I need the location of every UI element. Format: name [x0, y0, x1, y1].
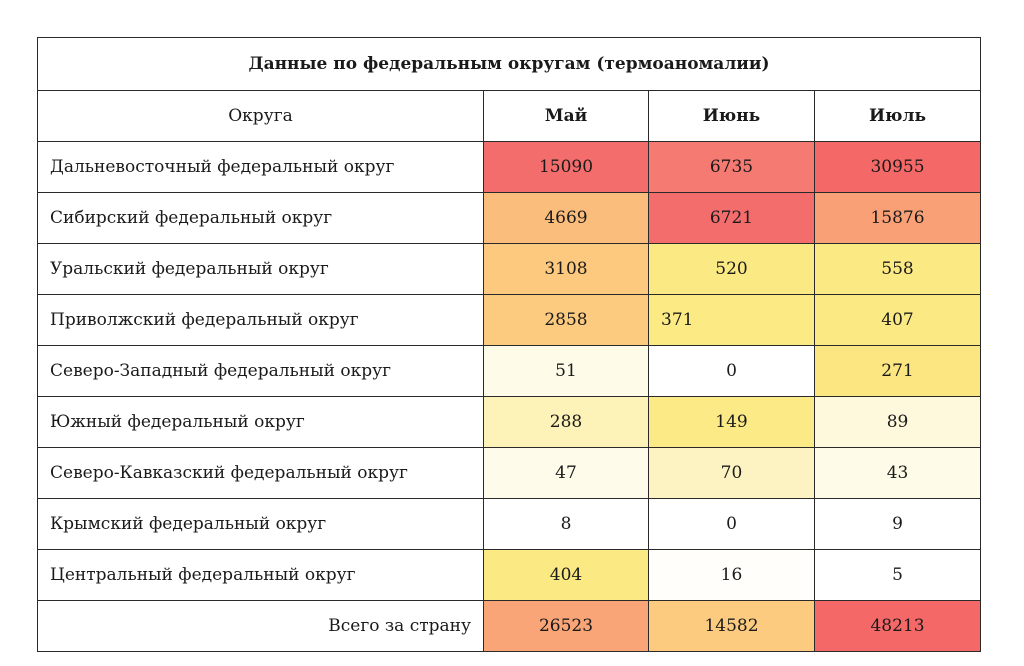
- header-row: Округа Май Июнь Июль: [37, 90, 982, 142]
- value-cell: 43: [813, 447, 982, 499]
- value-cell: 288: [483, 396, 649, 448]
- value-cell: 47: [483, 447, 649, 499]
- value-cell: 51: [483, 345, 649, 397]
- header-june: Июнь: [648, 90, 815, 142]
- header-district: Округа: [37, 90, 484, 142]
- table-row: Центральный федеральный округ 404 16 5: [37, 549, 982, 601]
- district-name: Северо-Западный федеральный округ: [37, 345, 484, 397]
- thermal-anomalies-table: Данные по федеральным округам (термоаном…: [36, 37, 982, 652]
- district-name: Северо-Кавказский федеральный округ: [37, 447, 484, 499]
- value-cell: 8: [483, 498, 649, 550]
- value-cell: 0: [648, 498, 815, 550]
- value-cell: 2858: [483, 294, 649, 346]
- value-cell: 30955: [813, 141, 982, 193]
- value-cell: 558: [813, 243, 982, 295]
- value-cell: 89: [813, 396, 982, 448]
- district-name: Сибирский федеральный округ: [37, 192, 484, 244]
- value-cell: 9: [813, 498, 982, 550]
- district-name: Крымский федеральный округ: [37, 498, 484, 550]
- value-cell: 5: [813, 549, 982, 601]
- district-name: Дальневосточный федеральный округ: [37, 141, 484, 193]
- value-cell: 6721: [648, 192, 815, 244]
- district-name: Центральный федеральный округ: [37, 549, 484, 601]
- total-label: Всего за страну: [37, 600, 484, 652]
- table-row: Сибирский федеральный округ 4669 6721 15876: [37, 192, 982, 244]
- district-name: Южный федеральный округ: [37, 396, 484, 448]
- value-cell: 0: [648, 345, 815, 397]
- district-name: Приволжский федеральный округ: [37, 294, 484, 346]
- table-row: Дальневосточный федеральный округ 15090 67…: [37, 141, 982, 193]
- header-may: Май: [483, 90, 649, 142]
- total-value-cell: 26523: [483, 600, 649, 652]
- table-row: Уральский федеральный округ 3108 520 558: [37, 243, 982, 295]
- table-row: Северо-Западный федеральный округ 51 0 271: [37, 345, 982, 397]
- total-row: Всего за страну 26523 14582 48213: [37, 600, 982, 652]
- value-cell: 15876: [813, 192, 982, 244]
- table-row: Южный федеральный округ 288 149 89: [37, 396, 982, 448]
- value-cell: 371: [648, 294, 815, 346]
- header-july: Июль: [813, 90, 982, 142]
- value-cell: 520: [648, 243, 815, 295]
- value-cell: 6735: [648, 141, 815, 193]
- value-cell: 407: [813, 294, 982, 346]
- table-row: Крымский федеральный округ 8 0 9: [37, 498, 982, 550]
- table-title: Данные по федеральным округам (термоаном…: [36, 37, 982, 91]
- value-cell: 271: [813, 345, 982, 397]
- table-row: Приволжский федеральный округ 2858 371 407: [37, 294, 982, 346]
- value-cell: 3108: [483, 243, 649, 295]
- data-table-container: Данные по федеральным округам (термоаном…: [36, 37, 982, 652]
- value-cell: 15090: [483, 141, 649, 193]
- value-cell: 70: [648, 447, 815, 499]
- table-row: Северо-Кавказский федеральный округ 47 70 4…: [37, 447, 982, 499]
- value-cell: 4669: [483, 192, 649, 244]
- value-cell: 149: [648, 396, 815, 448]
- total-value-cell: 48213: [813, 600, 982, 652]
- value-cell: 16: [648, 549, 815, 601]
- district-name: Уральский федеральный округ: [37, 243, 484, 295]
- total-value-cell: 14582: [648, 600, 815, 652]
- value-cell: 404: [483, 549, 649, 601]
